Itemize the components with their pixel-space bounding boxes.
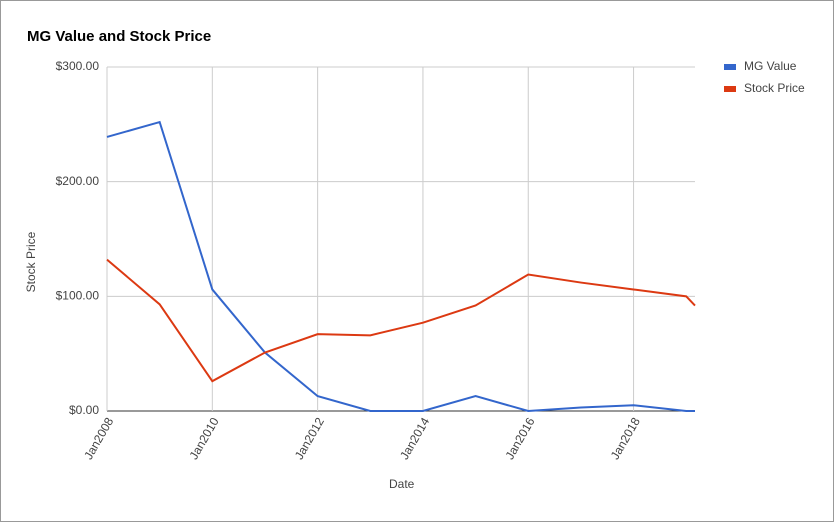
legend-swatch [724, 86, 736, 92]
legend-label: MG Value [744, 59, 797, 73]
y-tick-label: $300.00 [56, 59, 100, 73]
x-axis-title: Date [389, 477, 415, 491]
series-line [106, 258, 696, 383]
series-line [106, 120, 695, 413]
legend-swatch [724, 64, 736, 70]
y-axis-title: Stock Price [24, 231, 38, 292]
chart-title: MG Value and Stock Price [27, 28, 211, 45]
legend-label: Stock Price [744, 81, 805, 95]
y-tick-label: $100.00 [56, 289, 100, 303]
y-tick-label: $0.00 [69, 403, 99, 417]
y-tick-label: $200.00 [56, 174, 100, 188]
